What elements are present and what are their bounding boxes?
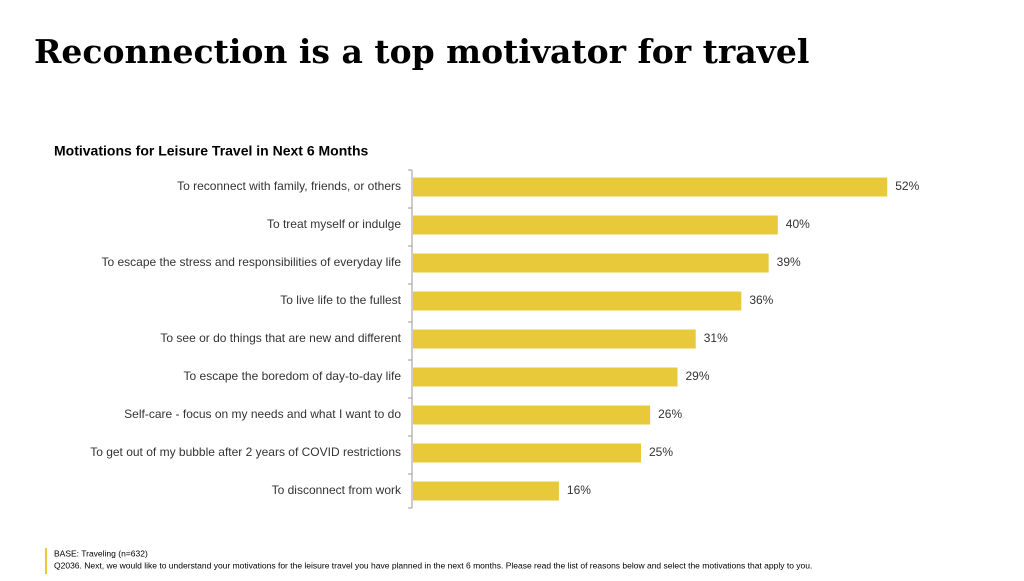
value-label: 40% (786, 217, 810, 231)
bar (413, 177, 888, 197)
bar (413, 215, 778, 235)
value-label: 36% (749, 293, 773, 307)
category-label: To see or do things that are new and dif… (160, 331, 401, 345)
category-label: Self-care - focus on my needs and what I… (124, 407, 401, 421)
value-label: 39% (777, 255, 801, 269)
bar (413, 443, 641, 463)
value-label: 31% (704, 331, 728, 345)
value-label: 26% (658, 407, 682, 421)
slide-title: Reconnection is a top motivator for trav… (34, 32, 809, 71)
category-label: To reconnect with family, friends, or ot… (177, 179, 401, 193)
category-label: To live life to the fullest (280, 293, 401, 307)
bar (413, 253, 769, 273)
category-label: To escape the boredom of day-to-day life (184, 369, 402, 383)
footnote-bar (45, 548, 47, 574)
bar (413, 405, 651, 425)
bar (413, 329, 696, 349)
category-label: To get out of my bubble after 2 years of… (90, 445, 401, 459)
footnote: Q2036. Next, we would like to understand… (54, 560, 812, 570)
bar (413, 291, 742, 311)
bar (413, 481, 559, 501)
category-label: To escape the stress and responsibilitie… (102, 255, 402, 269)
chart-title: Motivations for Leisure Travel in Next 6… (54, 143, 368, 159)
value-label: 25% (649, 445, 673, 459)
footnote: BASE: Traveling (n=632) (54, 548, 148, 558)
value-label: 16% (567, 483, 591, 497)
value-label: 52% (895, 179, 919, 193)
bar (413, 367, 678, 387)
value-label: 29% (685, 369, 709, 383)
category-label: To treat myself or indulge (267, 217, 401, 231)
category-label: To disconnect from work (272, 483, 402, 497)
